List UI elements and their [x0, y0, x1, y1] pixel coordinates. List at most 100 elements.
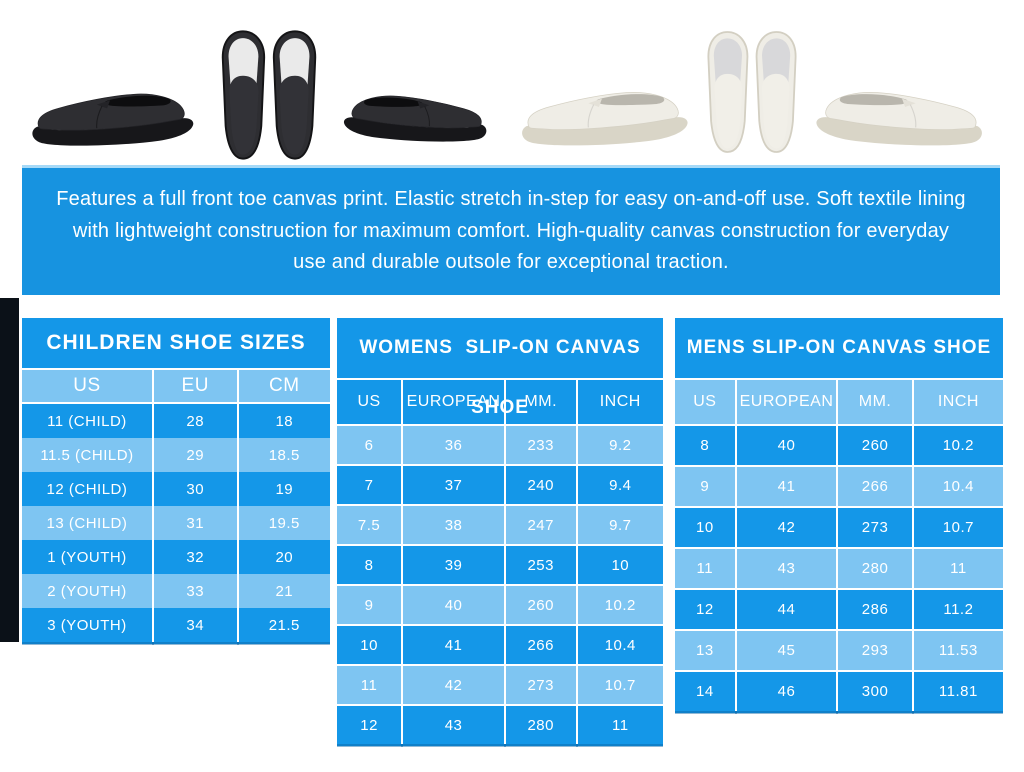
- table-cell: 240: [503, 464, 577, 505]
- table-row: 11.5 (CHILD) 29 18.5: [22, 438, 330, 472]
- column-header: US: [337, 380, 403, 425]
- table-cell: 45: [734, 629, 838, 671]
- table-cell: 41: [734, 465, 838, 507]
- table-cell: 34: [151, 608, 238, 644]
- table-cell: 11.53: [911, 629, 1003, 671]
- table-cell: 29: [151, 438, 238, 472]
- table-row: 14 46 300 11.81: [675, 670, 1003, 713]
- mens-table-title: MENS SLIP-ON CANVAS SHOE: [675, 318, 1003, 378]
- table-row: 8 40 260 10.2: [675, 424, 1003, 466]
- table-cell: 11: [911, 547, 1003, 589]
- table-cell: 280: [836, 547, 913, 589]
- table-cell: 11 (CHILD): [22, 402, 153, 438]
- table-cell: 21.5: [236, 608, 330, 644]
- table-row: 11 43 280 11: [675, 547, 1003, 589]
- table-cell: 11: [675, 547, 736, 589]
- table-row: 9 41 266 10.4: [675, 465, 1003, 507]
- column-header-row: US EUROPEAN MM. INCH: [675, 380, 1003, 425]
- table-cell: 233: [503, 424, 577, 465]
- table-cell: 39: [401, 544, 505, 585]
- table-cell: 10: [575, 544, 663, 585]
- table-cell: 2 (YOUTH): [22, 574, 153, 608]
- column-header: INCH: [575, 380, 663, 425]
- description-text: Features a full front toe canvas print. …: [56, 188, 966, 274]
- table-cell: 10.4: [575, 624, 663, 665]
- womens-size-table: WOMENS SLIP-ON CANVAS SHOE USEUROPEANMM.…: [337, 318, 663, 747]
- table-row: 9 40 260 10.2: [337, 584, 663, 625]
- table-cell: 18: [236, 402, 330, 438]
- table-cell: 32: [151, 540, 238, 574]
- table-cell: 40: [734, 424, 838, 466]
- column-header: EUROPEAN: [401, 380, 505, 425]
- table-cell: 6: [337, 424, 403, 465]
- table-cell: 11: [575, 704, 663, 746]
- table-cell: 44: [734, 588, 838, 630]
- table-cell: 19: [236, 472, 330, 506]
- white-shoes-top-pair-image: [702, 22, 802, 162]
- column-header: US: [22, 370, 153, 403]
- table-row: 10 41 266 10.4: [337, 624, 663, 665]
- table-cell: 10.4: [911, 465, 1003, 507]
- table-row: 11 (CHILD) 28 18: [22, 402, 330, 438]
- left-edge-dark-strip: [0, 298, 19, 642]
- table-cell: 10: [337, 624, 403, 665]
- table-cell: 9: [675, 465, 736, 507]
- table-cell: 30: [151, 472, 238, 506]
- table-cell: 31: [151, 506, 238, 540]
- table-cell: 10.7: [575, 664, 663, 705]
- table-cell: 28: [151, 402, 238, 438]
- table-cell: 7: [337, 464, 403, 505]
- table-cell: 38: [401, 504, 505, 545]
- table-cell: 14: [675, 670, 736, 713]
- children-size-table: CHILDREN SHOE SIZES US EU CM 11 (CHILD) 28 1…: [22, 318, 330, 645]
- table-row: 7.5 38 247 9.7: [337, 504, 663, 545]
- children-table-title: CHILDREN SHOE SIZES: [22, 318, 330, 368]
- table-cell: 11.81: [911, 670, 1003, 713]
- table-cell: 46: [734, 670, 838, 713]
- table-cell: 247: [503, 504, 577, 545]
- table-cell: 10.2: [911, 424, 1003, 466]
- table-cell: 1 (YOUTH): [22, 540, 153, 574]
- table-cell: 9.7: [575, 504, 663, 545]
- table-cell: 9.4: [575, 464, 663, 505]
- table-cell: 266: [503, 624, 577, 665]
- table-cell: 12: [675, 588, 736, 630]
- product-photos-strip: [0, 0, 1024, 167]
- table-cell: 260: [503, 584, 577, 625]
- table-row: 3 (YOUTH) 34 21.5: [22, 608, 330, 644]
- column-header: EUROPEAN: [734, 380, 838, 425]
- table-cell: 253: [503, 544, 577, 585]
- table-row: 6 36 233 9.2: [337, 424, 663, 465]
- black-shoe-side-right-image: [340, 86, 490, 150]
- table-cell: 12: [337, 704, 403, 746]
- table-cell: 12 (CHILD): [22, 472, 153, 506]
- table-cell: 13: [675, 629, 736, 671]
- table-cell: 11: [337, 664, 403, 705]
- white-shoe-side-right-image: [810, 82, 988, 154]
- column-header: MM.: [503, 380, 577, 425]
- table-cell: 19.5: [236, 506, 330, 540]
- table-row: 13 45 293 11.53: [675, 629, 1003, 671]
- table-cell: 21: [236, 574, 330, 608]
- table-cell: 260: [836, 424, 913, 466]
- black-shoes-top-pair-image: [216, 26, 322, 164]
- column-header-row: US EUROPEAN MM. INCH: [337, 380, 663, 425]
- table-row: 8 39 253 10: [337, 544, 663, 585]
- table-cell: 300: [836, 670, 913, 713]
- table-cell: 41: [401, 624, 505, 665]
- table-cell: 273: [503, 664, 577, 705]
- table-cell: 280: [503, 704, 577, 746]
- table-cell: 20: [236, 540, 330, 574]
- table-cell: 8: [675, 424, 736, 466]
- table-cell: 9: [337, 584, 403, 625]
- column-header: US: [675, 380, 736, 425]
- white-shoe-side-left-image: [516, 82, 694, 154]
- black-shoe-side-left-image: [26, 84, 200, 154]
- table-row: 13 (CHILD) 31 19.5: [22, 506, 330, 540]
- table-cell: 36: [401, 424, 505, 465]
- description-banner: Features a full front toe canvas print. …: [22, 165, 1000, 295]
- table-cell: 10.7: [911, 506, 1003, 548]
- table-cell: 286: [836, 588, 913, 630]
- table-cell: 11.2: [911, 588, 1003, 630]
